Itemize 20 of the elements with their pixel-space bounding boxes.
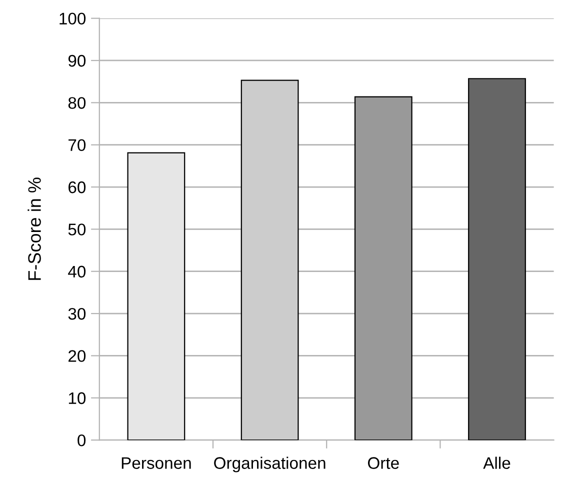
bar [240, 80, 299, 440]
x-tick-label: Personen [122, 457, 191, 469]
y-tick-label: 60 [68, 181, 86, 194]
y-tick-label: 70 [68, 139, 86, 152]
y-tick-label: 0 [78, 434, 86, 446]
y-tick-label: 80 [68, 97, 86, 109]
y-tick-label: 90 [68, 54, 86, 67]
y-tick-label: 20 [68, 350, 86, 362]
y-axis-title: F-Score in % [28, 178, 41, 280]
y-tick-label: 50 [68, 224, 86, 236]
y-tick-label: 30 [68, 308, 86, 320]
y-tick-label: 10 [68, 392, 86, 404]
y-tick-label: 40 [68, 266, 86, 278]
x-tick-label: Organisationen [214, 456, 326, 472]
x-tick-label: Alle [483, 456, 510, 469]
y-tick-label: 100 [60, 12, 86, 25]
bar [468, 78, 526, 440]
bar [127, 152, 186, 440]
x-tick-label: Orte [368, 457, 399, 469]
bar [354, 96, 412, 440]
